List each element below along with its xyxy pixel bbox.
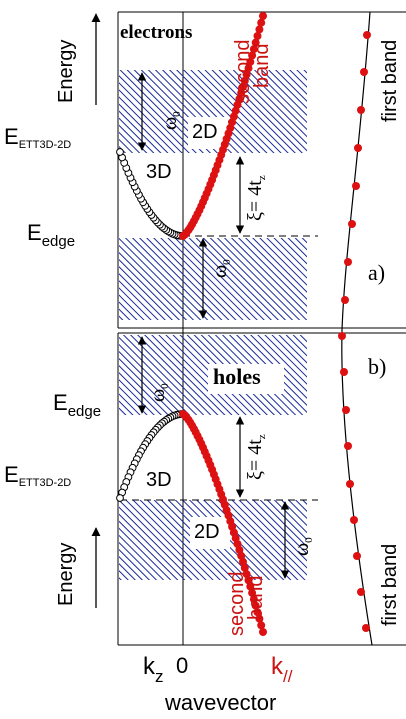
omega-label-b-bottom: ω0 bbox=[291, 537, 315, 556]
first-band-line bbox=[341, 11, 373, 646]
open-circle-a bbox=[116, 148, 124, 156]
energy-label-a: Energy bbox=[55, 39, 77, 103]
label-box-holes bbox=[208, 364, 284, 394]
first-band-point bbox=[360, 68, 368, 76]
kz-label: kz bbox=[143, 653, 164, 686]
first-band-point bbox=[362, 624, 370, 632]
second-band-point-b bbox=[259, 628, 267, 636]
second-band-point-a bbox=[257, 18, 266, 27]
e-edge-label-b: Eedge bbox=[53, 390, 102, 420]
panel-a-frame bbox=[117, 11, 406, 329]
second-band-point-a bbox=[248, 51, 257, 60]
label-2d-b: 2D bbox=[194, 521, 220, 543]
first-band-point bbox=[342, 406, 350, 414]
second-band-point-a bbox=[253, 32, 262, 40]
second-band-point-a bbox=[255, 25, 264, 34]
second-band-point-b bbox=[242, 570, 251, 579]
panel-letter-a: a) bbox=[368, 260, 386, 285]
energy-label-b: Energy bbox=[55, 542, 77, 606]
panel-letter-b: b) bbox=[368, 354, 387, 379]
second-band-point-b bbox=[248, 588, 257, 597]
zero-label: 0 bbox=[176, 653, 189, 678]
first-band-point bbox=[338, 332, 346, 340]
second-band-point-a bbox=[237, 88, 246, 97]
first-band-point bbox=[346, 480, 354, 488]
second-band-label-b: second band bbox=[226, 572, 267, 637]
e-ett-label-a: EETT3D-2D bbox=[4, 124, 72, 151]
second-band-point-a bbox=[235, 94, 244, 103]
second-band-point-a bbox=[242, 70, 251, 79]
first-band-label-b: first band bbox=[379, 543, 401, 626]
holes-label: holes bbox=[213, 364, 261, 389]
second-band-a-line2: band bbox=[251, 43, 273, 89]
first-band-point bbox=[352, 182, 360, 190]
second-band-point-a bbox=[239, 82, 247, 91]
first-band-label-a: first band bbox=[379, 39, 401, 122]
open-circle-b bbox=[116, 494, 124, 502]
second-band-point-b bbox=[251, 601, 260, 610]
second-band-point-b bbox=[255, 614, 264, 623]
kpar-label: k// bbox=[271, 653, 293, 686]
second-band-point-a bbox=[240, 76, 249, 85]
first-band-point bbox=[353, 552, 361, 560]
band-points bbox=[116, 12, 371, 636]
first-band-point bbox=[354, 144, 362, 152]
second-band-point-b bbox=[253, 608, 262, 617]
first-band-point bbox=[344, 258, 352, 266]
second-band-b-line2: band bbox=[245, 575, 267, 621]
second-band-label-a: second band bbox=[232, 40, 273, 105]
label-3d-b: 3D bbox=[146, 469, 172, 491]
second-band-point-b bbox=[237, 551, 246, 560]
second-band-point-b bbox=[240, 563, 249, 572]
x-axis-label: wavevector bbox=[165, 690, 277, 715]
panel-b-frame bbox=[117, 332, 406, 646]
e-edge-label-a: Eedge bbox=[27, 220, 76, 250]
second-band-point-b bbox=[257, 621, 266, 630]
omega-label-a-top: ω0 bbox=[159, 111, 183, 130]
second-band-point-a bbox=[249, 45, 258, 54]
second-band-point-a bbox=[246, 57, 255, 66]
first-band-point bbox=[341, 296, 349, 304]
first-band-point bbox=[357, 106, 365, 114]
label-3d-a: 3D bbox=[146, 161, 172, 183]
second-band-point-b bbox=[244, 576, 253, 585]
first-band-point bbox=[357, 588, 365, 596]
first-band-point bbox=[348, 220, 356, 228]
electrons-label: electrons bbox=[120, 22, 193, 43]
hatch-lower-band-a bbox=[119, 238, 307, 320]
label-2d-a: 2D bbox=[192, 121, 218, 143]
second-band-point-a bbox=[259, 12, 267, 20]
second-band-point-b bbox=[249, 595, 258, 604]
label-box-2d-b bbox=[190, 517, 230, 549]
xi-label-a: ξ= 4tz bbox=[244, 175, 268, 221]
e-ett-label-b: EETT3D-2D bbox=[4, 462, 72, 489]
omega-label-a-bottom: ω0 bbox=[209, 259, 233, 278]
second-band-point-b bbox=[239, 557, 247, 566]
second-band-point-a bbox=[251, 38, 260, 47]
xi-label-b: ξ= 4tz bbox=[244, 434, 268, 480]
first-band-point bbox=[350, 516, 358, 524]
first-band-point bbox=[344, 442, 352, 450]
second-band-point-a bbox=[244, 64, 253, 73]
first-band-point bbox=[340, 368, 348, 376]
first-band-point bbox=[363, 31, 371, 39]
second-band-point-b bbox=[246, 582, 255, 591]
omega-label-b-top: ω0 bbox=[147, 383, 171, 402]
